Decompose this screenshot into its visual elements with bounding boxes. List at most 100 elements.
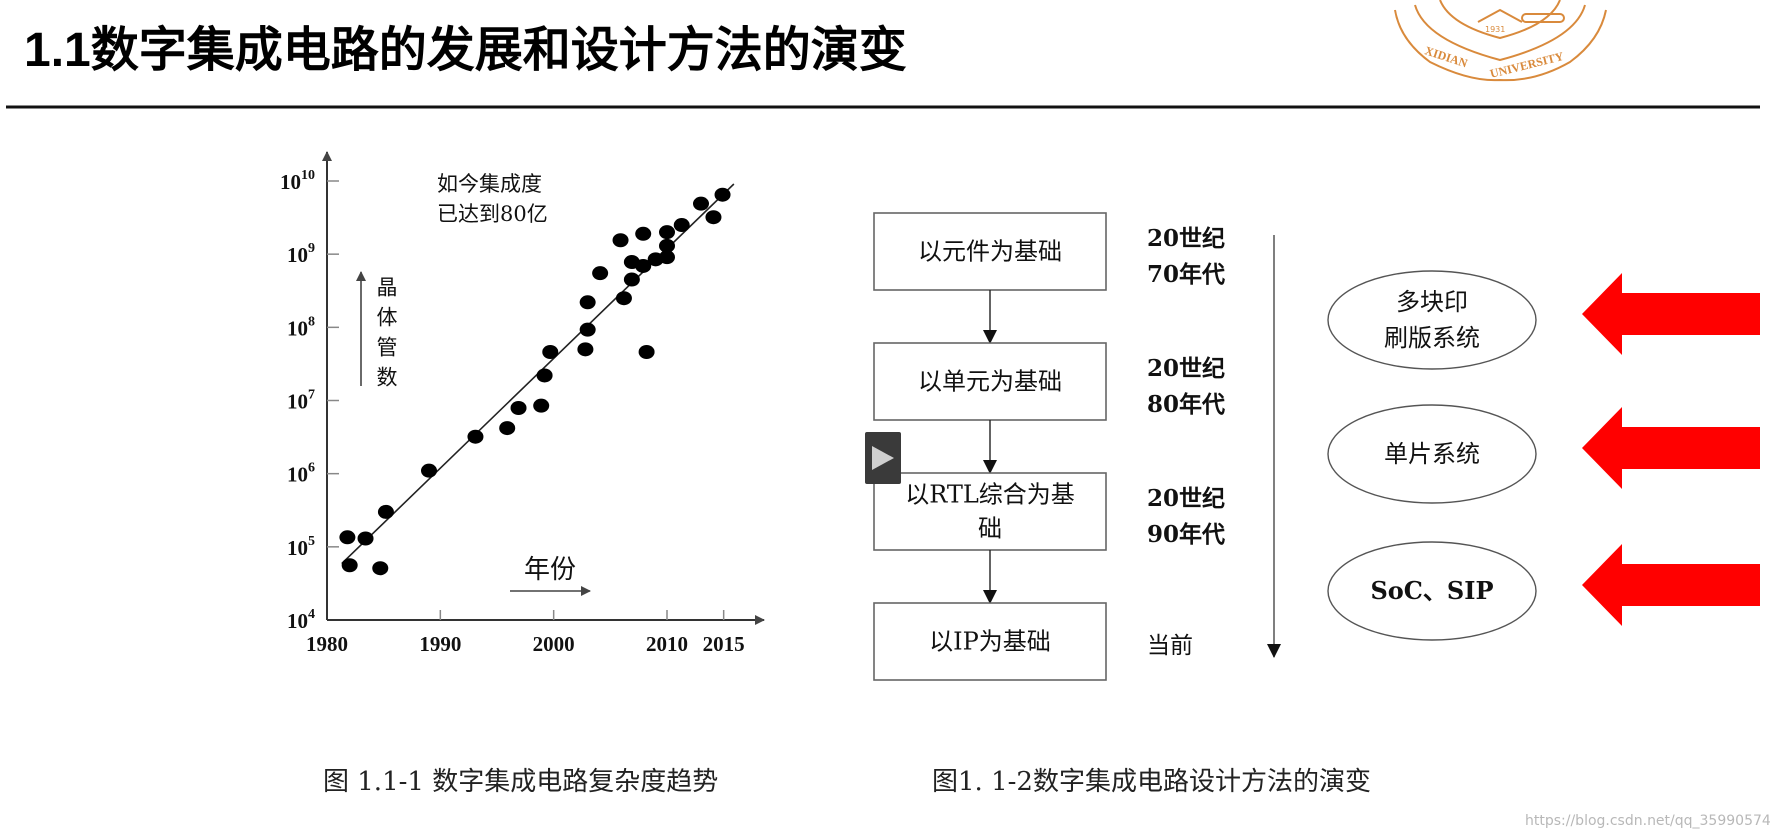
era-label: 90年代 — [1147, 521, 1225, 548]
step-box — [873, 602, 1107, 681]
data-point — [579, 295, 596, 310]
flow-caption: 图1. 1-2数字集成电路设计方法的演变 — [932, 767, 1371, 797]
data-point — [615, 291, 632, 306]
step-label: 以元件为基础 — [918, 238, 1062, 266]
y-tick-label: 104 — [287, 607, 315, 633]
play-button[interactable] — [865, 432, 901, 484]
system-item: 单片系统 — [1327, 404, 1760, 504]
y-tick-label: 107 — [287, 388, 315, 414]
data-point — [577, 342, 594, 357]
system-ellipse — [1327, 270, 1537, 370]
step-label: 础 — [978, 515, 1002, 543]
red-arrow-icon — [1582, 407, 1760, 489]
y-tick-base: 10 — [287, 463, 308, 487]
annotation-line-2: 已达到80亿 — [437, 202, 548, 226]
y-tick-label: 105 — [287, 534, 315, 560]
data-point — [467, 429, 484, 444]
y-tick-exponent: 6 — [308, 461, 315, 476]
system-label: 单片系统 — [1384, 440, 1480, 468]
data-point — [542, 345, 559, 360]
step-box — [873, 472, 1107, 551]
x-axis-label: 年份 — [524, 555, 576, 585]
system-ellipse — [1327, 404, 1537, 504]
data-point — [673, 218, 690, 233]
y-tick-base: 10 — [287, 390, 308, 414]
data-point — [499, 421, 516, 436]
data-point — [579, 322, 596, 337]
y-tick-base: 10 — [287, 609, 308, 633]
watermark: https://blog.csdn.net/qq_35990574 — [1525, 813, 1771, 829]
step-label: 以RTL综合为基 — [905, 481, 1075, 509]
flow-step: 以元件为基础 20世纪 70年代 — [873, 212, 1225, 344]
y-tick-base: 10 — [287, 536, 308, 560]
university-logo: 1931 XIDIAN UNIVERSITY — [1394, 0, 1607, 82]
flow-step: 以IP为基础 当前 — [873, 602, 1193, 681]
flow-step: 以单元为基础 20世纪 80年代 — [873, 342, 1225, 474]
x-tick-label: 2010 — [646, 632, 688, 656]
x-tick-label: 2015 — [703, 632, 745, 656]
system-ellipse — [1327, 541, 1537, 641]
chart-caption: 图 1.1-1 数字集成电路复杂度趋势 — [323, 767, 718, 797]
y-axis-label: 晶体管数 — [374, 276, 398, 396]
y-tick-label: 109 — [287, 241, 315, 267]
data-point — [533, 398, 550, 413]
y-tick-base: 10 — [280, 170, 301, 194]
y-tick-exponent: 9 — [308, 241, 315, 256]
red-arrow-icon — [1582, 544, 1760, 626]
x-tick-label: 2000 — [533, 632, 575, 656]
system-label: SoC、SIP — [1370, 576, 1493, 605]
data-point — [638, 345, 655, 360]
slide-title: 1.1数字集成电路的发展和设计方法的演变 — [24, 24, 907, 77]
step-label: 以单元为基础 — [918, 368, 1062, 396]
y-tick-exponent: 8 — [308, 314, 315, 329]
svg-text:UNIVERSITY: UNIVERSITY — [1489, 49, 1566, 81]
data-point — [341, 558, 358, 573]
era-label: 20世纪 — [1147, 355, 1225, 382]
data-point — [714, 187, 731, 202]
system-item: SoC、SIP — [1327, 541, 1760, 641]
play-icon — [872, 446, 894, 470]
data-point — [510, 400, 527, 415]
y-tick-label: 1010 — [280, 168, 315, 194]
y-tick-label: 106 — [287, 461, 315, 487]
y-tick-base: 10 — [287, 316, 308, 340]
y-tick-base: 10 — [287, 243, 308, 267]
data-point — [705, 210, 722, 225]
y-tick-exponent: 5 — [308, 534, 315, 549]
y-tick-label: 108 — [287, 314, 315, 340]
system-label: 多块印 — [1396, 288, 1468, 316]
system-label: 刷版系统 — [1384, 324, 1480, 352]
era-label: 80年代 — [1147, 391, 1225, 418]
y-tick-exponent: 7 — [308, 388, 315, 403]
data-point — [357, 531, 374, 546]
step-box — [873, 212, 1107, 291]
data-point — [659, 225, 675, 240]
era-label: 70年代 — [1147, 261, 1225, 288]
data-point — [592, 266, 609, 281]
svg-text:1931: 1931 — [1485, 25, 1505, 34]
x-tick-label: 1980 — [306, 632, 348, 656]
era-label: 20世纪 — [1147, 485, 1225, 512]
y-tick-exponent: 4 — [308, 607, 315, 622]
data-point — [377, 504, 394, 519]
data-point — [635, 258, 652, 273]
data-point — [635, 226, 652, 241]
data-point — [421, 463, 437, 478]
data-point — [659, 250, 675, 265]
data-point — [536, 368, 553, 383]
era-label: 当前 — [1147, 633, 1193, 659]
data-point — [372, 561, 389, 576]
red-arrow-icon — [1582, 273, 1760, 355]
step-label: 以IP为基础 — [929, 628, 1051, 656]
era-label: 20世纪 — [1147, 225, 1225, 252]
y-tick-exponent: 10 — [301, 168, 315, 183]
annotation-line-1: 如今集成度 — [437, 172, 542, 196]
x-tick-label: 1990 — [419, 632, 461, 656]
data-point — [612, 233, 629, 248]
